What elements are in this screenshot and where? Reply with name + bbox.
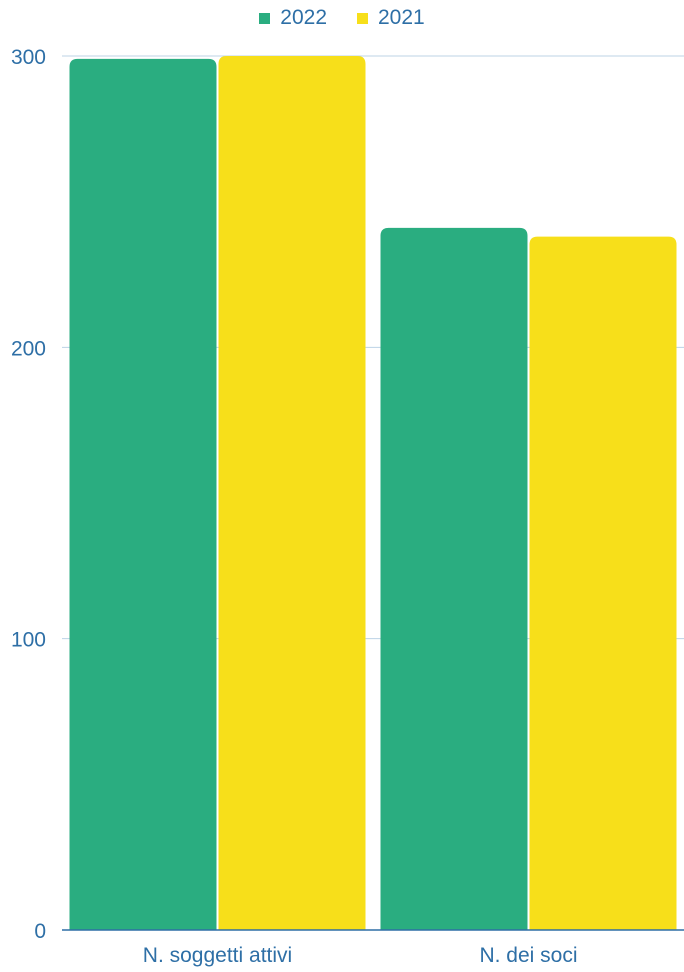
bar-2022-1[interactable] [380,227,528,931]
bar-2021-0[interactable] [218,56,366,930]
x-category-label: N. dei soci [479,944,577,967]
y-tick-label: 300 [11,46,46,69]
x-axis-labels: N. soggetti attivi N. dei soci [143,944,578,967]
legend-swatch-2022 [259,12,271,24]
legend-item-2022[interactable]: 2022 [259,6,327,30]
legend-item-2021[interactable]: 2021 [357,6,425,30]
bars [69,56,677,931]
legend-label-2021: 2021 [378,6,425,29]
legend-label-2022: 2022 [280,6,327,29]
legend: 2022 2021 [0,6,684,30]
bar-2021-1[interactable] [529,236,677,931]
legend-swatch-2021 [357,12,368,24]
y-axis-ticks: 0 100 200 300 [11,46,46,943]
y-tick-label: 200 [11,337,46,360]
y-tick-label: 100 [11,629,46,652]
x-category-label: N. soggetti attivi [143,944,292,967]
bar-2022-0[interactable] [69,58,217,931]
y-tick-label: 0 [34,920,46,943]
